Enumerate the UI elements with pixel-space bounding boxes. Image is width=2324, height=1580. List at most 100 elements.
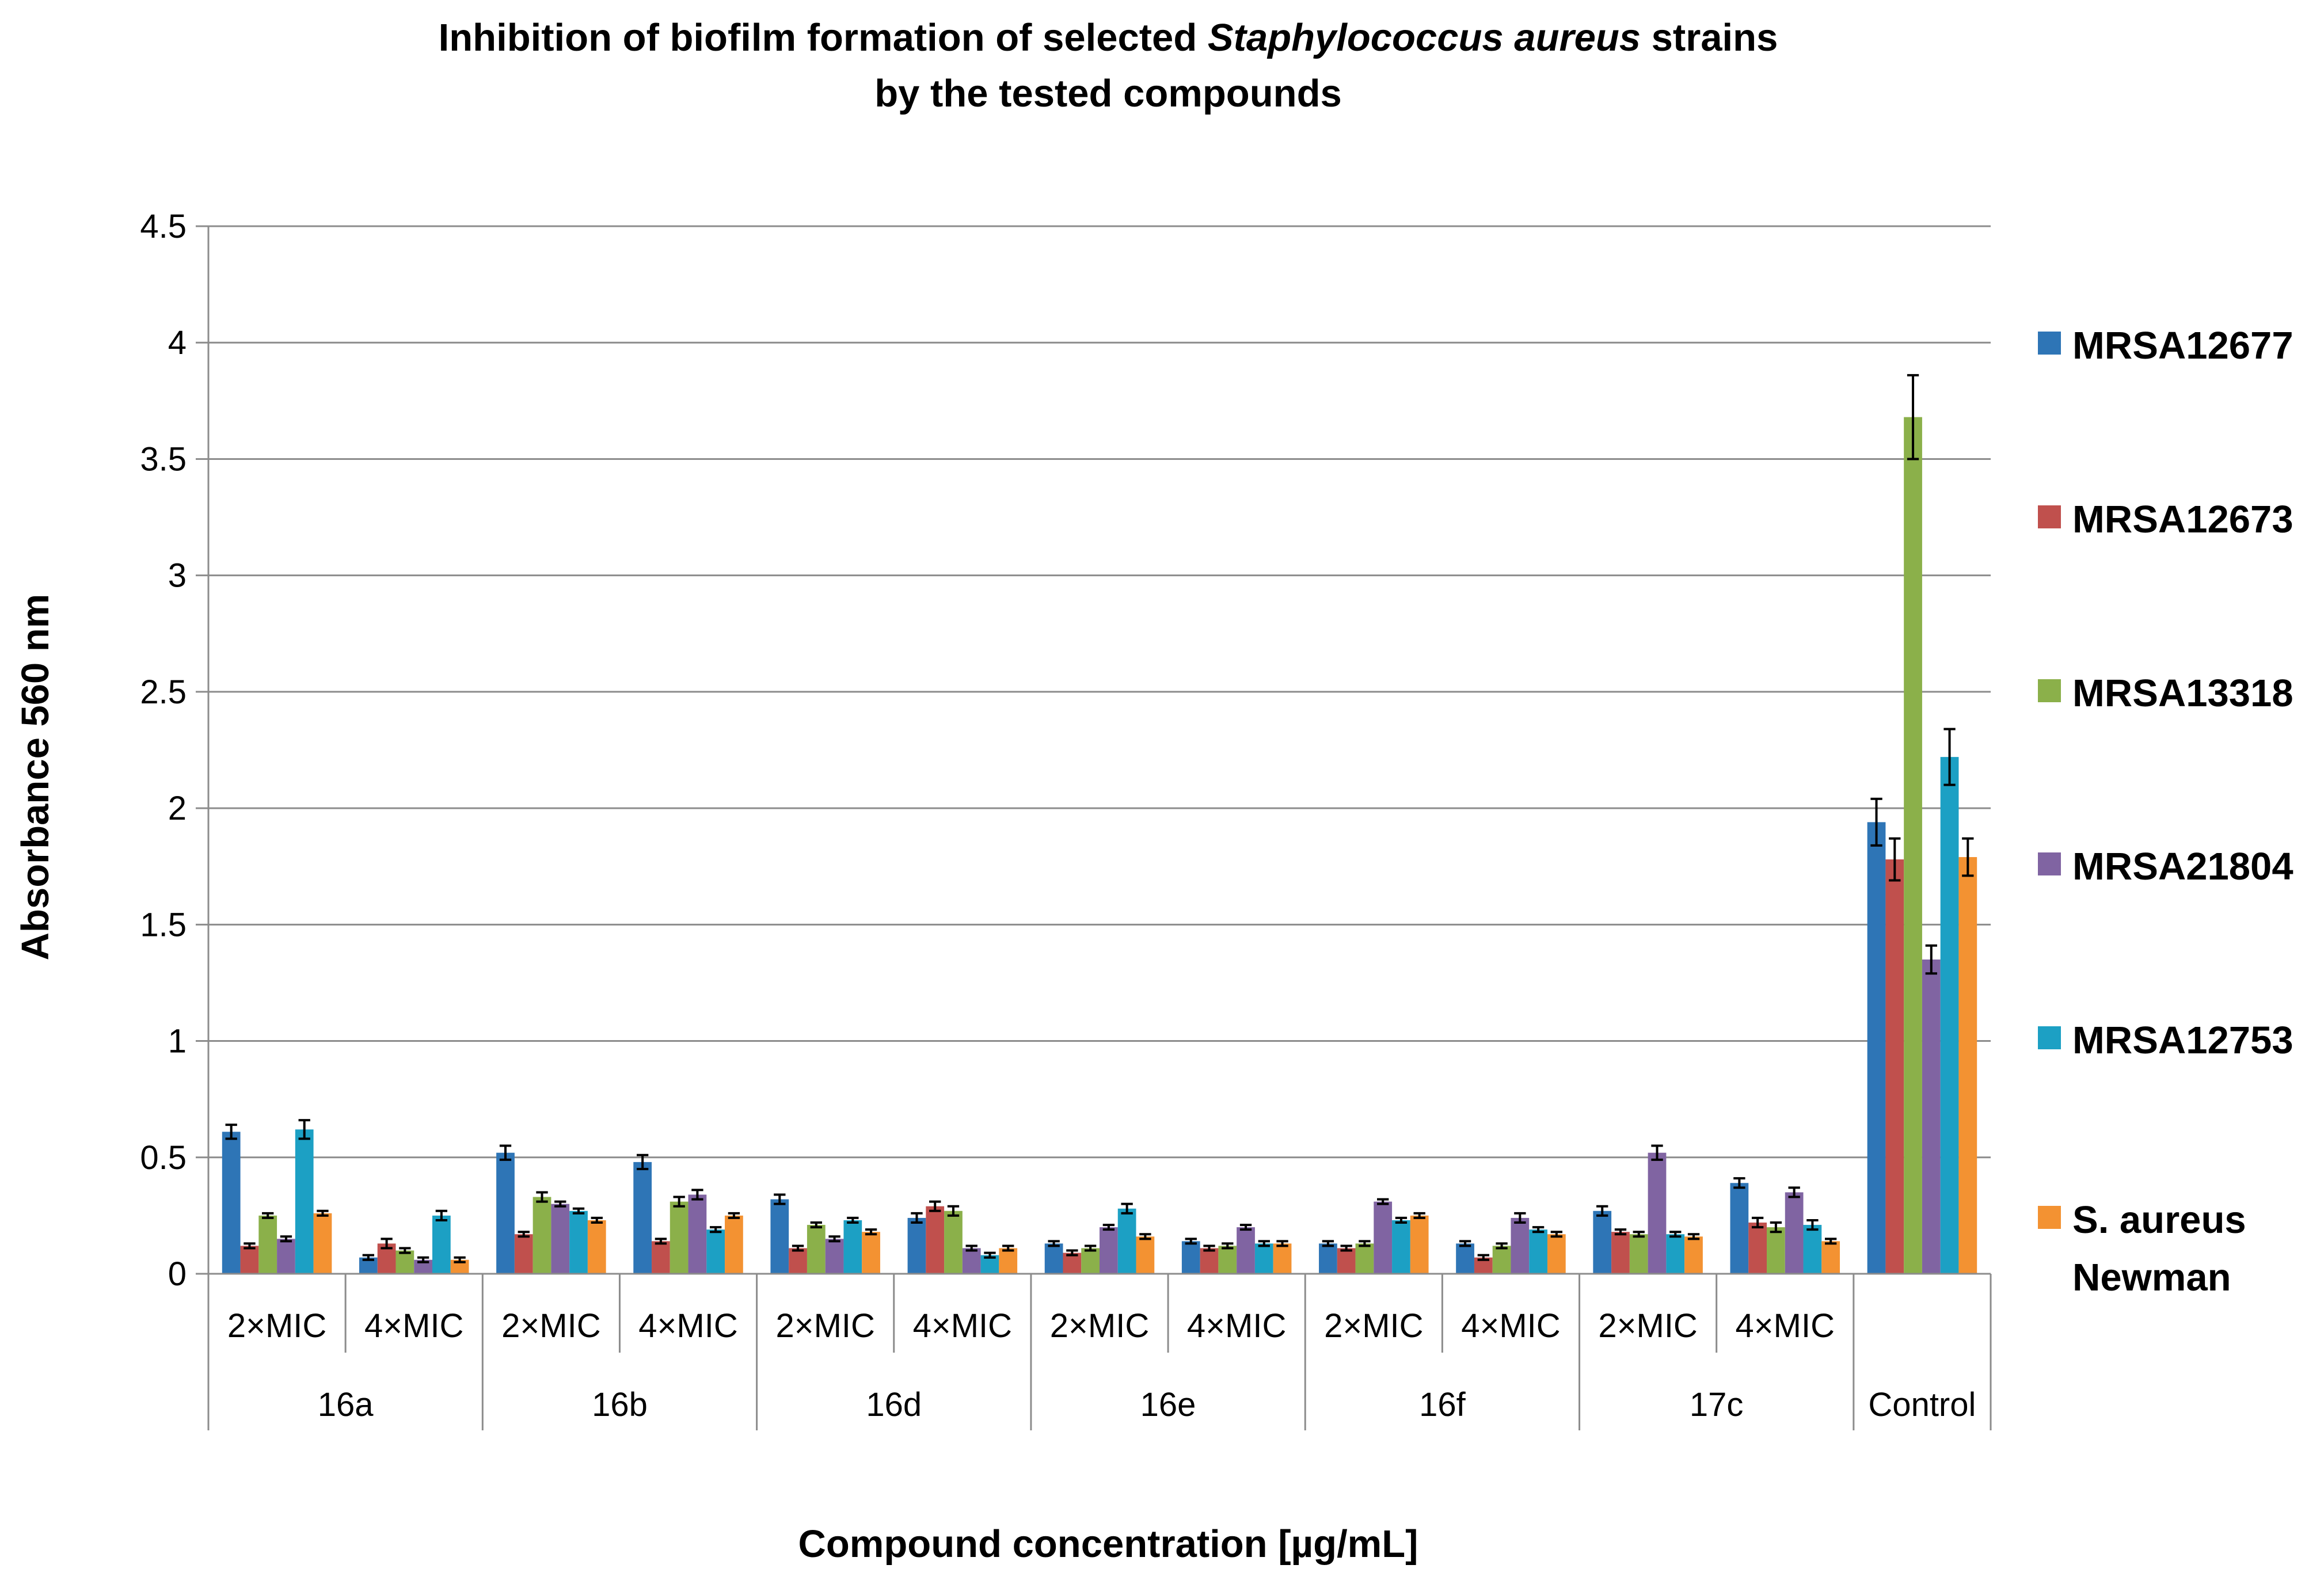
sub-category-label: 4×MIC xyxy=(1736,1307,1835,1345)
y-tick-label: 0.5 xyxy=(140,1139,187,1177)
sub-category-label: 2×MIC xyxy=(775,1307,874,1345)
chart-title-line1: Inhibition of biofilm formation of selec… xyxy=(439,16,1778,59)
error-bar xyxy=(847,1216,859,1224)
error-bar xyxy=(280,1235,292,1243)
legend-swatch xyxy=(2038,852,2061,875)
bar xyxy=(514,1234,533,1274)
error-bar xyxy=(1870,797,1882,847)
error-bar xyxy=(454,1256,466,1263)
error-bar xyxy=(572,1207,585,1214)
bar xyxy=(1273,1243,1292,1274)
error-bar xyxy=(317,1209,329,1217)
error-bar xyxy=(362,1254,375,1261)
error-bar xyxy=(929,1200,941,1212)
bar xyxy=(551,1204,570,1274)
bar xyxy=(688,1194,707,1274)
bar xyxy=(1456,1243,1474,1274)
bar xyxy=(240,1246,259,1274)
y-tick-label: 2 xyxy=(168,790,187,827)
error-bar xyxy=(499,1144,512,1161)
error-bar xyxy=(1121,1202,1133,1214)
error-bar xyxy=(381,1238,393,1250)
legend-label: MRSA12677 xyxy=(2072,324,2293,367)
error-bar xyxy=(435,1209,448,1221)
error-bar xyxy=(1907,374,1919,460)
bar xyxy=(1940,757,1959,1274)
bar xyxy=(1355,1243,1374,1274)
bar xyxy=(1237,1227,1255,1274)
error-bar xyxy=(828,1235,840,1243)
error-bar xyxy=(774,1193,786,1205)
error-bar xyxy=(636,1153,649,1170)
bar xyxy=(1785,1192,1804,1274)
group-category-label: 17c xyxy=(1690,1386,1744,1423)
error-bar xyxy=(554,1200,566,1208)
bar xyxy=(587,1220,606,1274)
bar xyxy=(944,1210,963,1274)
bar xyxy=(1666,1234,1685,1274)
bar xyxy=(1803,1225,1822,1274)
chart-title-line2: by the tested compounds xyxy=(874,72,1342,115)
error-bar xyxy=(911,1212,923,1224)
error-bar xyxy=(1203,1244,1215,1252)
error-bar xyxy=(1322,1240,1334,1247)
error-bar xyxy=(1687,1233,1700,1240)
error-bar xyxy=(1788,1186,1800,1198)
bar xyxy=(962,1248,981,1274)
legend-swatch xyxy=(2038,1026,2061,1049)
error-bar xyxy=(1139,1233,1151,1240)
bar xyxy=(1511,1217,1530,1274)
bar xyxy=(789,1248,807,1274)
error-bar xyxy=(810,1221,822,1229)
error-bar xyxy=(1413,1212,1425,1219)
error-bar xyxy=(1550,1231,1563,1238)
group-category-label: 16e xyxy=(1140,1386,1196,1423)
error-bar xyxy=(1066,1249,1078,1257)
bar xyxy=(1063,1252,1082,1274)
bar xyxy=(807,1225,826,1274)
error-bar xyxy=(1651,1144,1663,1161)
error-bar xyxy=(1733,1177,1745,1189)
bar xyxy=(907,1217,926,1274)
bar xyxy=(1181,1241,1200,1274)
bar xyxy=(1410,1215,1429,1274)
error-bar xyxy=(1669,1231,1682,1238)
bar xyxy=(1885,859,1904,1274)
bar xyxy=(1218,1246,1237,1274)
error-bar xyxy=(518,1231,530,1238)
error-bar xyxy=(591,1216,603,1224)
y-axis-title: Absorbance 560 nm xyxy=(14,594,57,961)
y-tick-label: 4.5 xyxy=(140,208,187,245)
error-bar xyxy=(1633,1231,1645,1238)
error-bar xyxy=(984,1251,996,1259)
error-bar xyxy=(1770,1221,1782,1233)
error-bar xyxy=(710,1226,722,1233)
bar xyxy=(1629,1234,1648,1274)
sub-category-label: 2×MIC xyxy=(227,1307,326,1345)
y-tick-label: 0 xyxy=(168,1255,187,1293)
bar xyxy=(706,1229,725,1274)
bar xyxy=(496,1152,515,1274)
error-bar xyxy=(1514,1212,1526,1224)
bar xyxy=(1730,1183,1749,1274)
error-bar xyxy=(1962,837,1974,877)
error-bar xyxy=(1359,1240,1371,1247)
error-bar xyxy=(1340,1244,1352,1252)
group-category-label: 16a xyxy=(318,1386,374,1423)
y-tick-label: 3.5 xyxy=(140,440,187,478)
sub-category-label: 2×MIC xyxy=(1050,1307,1149,1345)
legend-swatch xyxy=(2038,332,2061,355)
bar xyxy=(258,1215,277,1274)
y-tick-label: 3 xyxy=(168,557,187,595)
group-category-label: 16b xyxy=(592,1386,648,1423)
sub-category-label: 2×MIC xyxy=(501,1307,600,1345)
error-bar xyxy=(1614,1228,1627,1236)
error-bar xyxy=(1185,1238,1197,1245)
bar xyxy=(1044,1243,1063,1274)
sub-category-label: 2×MIC xyxy=(1324,1307,1423,1345)
bar xyxy=(770,1199,789,1274)
x-axis-title: Compound concentration [µg/mL] xyxy=(798,1522,1418,1566)
error-bar xyxy=(1943,728,1956,786)
y-tick-label: 1 xyxy=(168,1023,187,1060)
error-bar xyxy=(1751,1216,1764,1229)
